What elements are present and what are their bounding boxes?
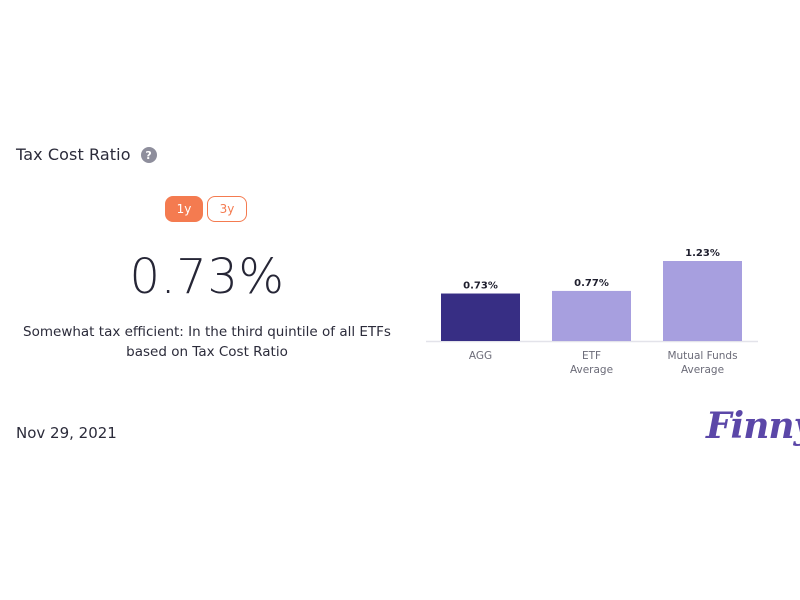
efficiency-description: Somewhat tax efficient: In the third qui… (23, 324, 391, 360)
category-label-0-0: AGG (469, 350, 492, 362)
widget-title: Tax Cost Ratio (16, 145, 131, 164)
category-label-2-0: Mutual Funds (667, 350, 737, 362)
bar-value-label-1: 0.77% (574, 278, 609, 289)
finny-logo: Finny (706, 405, 800, 447)
tax-cost-ratio-value: 0.73% (129, 249, 285, 305)
toggle-1y-button[interactable]: 1y (165, 196, 203, 222)
category-label-2-1: Average (681, 364, 724, 376)
category-label-1-1: Average (570, 364, 613, 376)
toggle-3y-button[interactable]: 3y (207, 196, 247, 222)
widget-header: Tax Cost Ratio ? (16, 145, 157, 164)
comparison-bar-chart: 0.73% AGG 0.77% ETF Average 1.23% Mutual Funds… (426, 248, 758, 376)
bar-value-label-0: 0.73% (463, 281, 498, 292)
question-icon[interactable]: ? (140, 147, 157, 163)
category-label-1-0: ETF (582, 350, 601, 362)
bar-value-label-2: 1.23% (685, 248, 720, 259)
bar-1 (552, 290, 631, 341)
as-of-date: Nov 29, 2021 (16, 424, 117, 442)
period-toggle: 1y 3y (165, 196, 247, 222)
bar-0 (441, 293, 520, 341)
bar-2 (663, 261, 742, 341)
